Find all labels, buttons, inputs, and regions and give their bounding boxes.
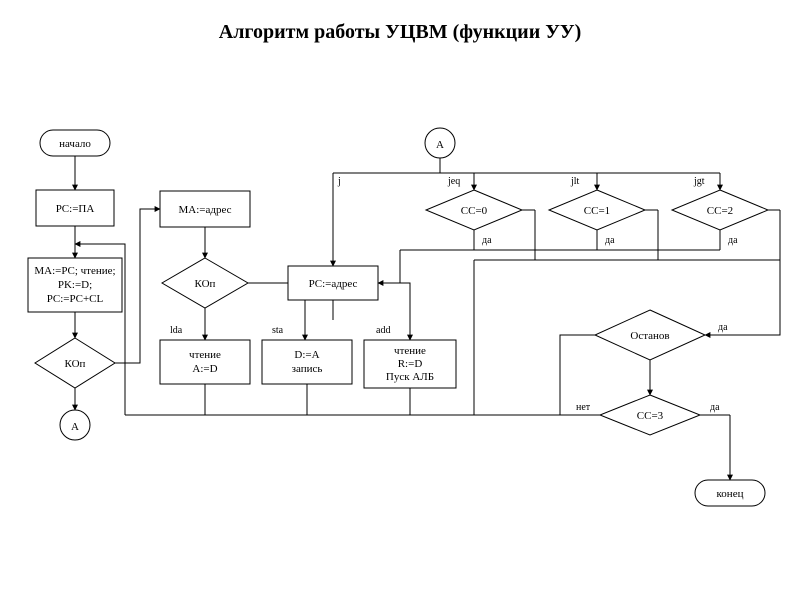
svg-text:Останов: Останов — [630, 330, 669, 342]
svg-text:D:=A: D:=A — [294, 349, 319, 361]
svg-text:КОп: КОп — [195, 278, 216, 290]
node-ma-addr: MA:=адрес — [160, 191, 250, 227]
node-lda: чтение A:=D — [160, 340, 250, 384]
node-cc2: CC=2 — [672, 190, 768, 230]
svg-text:А: А — [436, 139, 444, 151]
node-ma-pc: MA:=PC; чтение; PK:=D; PC:=PC+CL — [28, 258, 122, 312]
label-da: да — [718, 322, 728, 333]
svg-text:CC=1: CC=1 — [584, 205, 610, 217]
node-add: чтение R:=D Пуск АЛБ — [364, 340, 456, 388]
svg-text:Пуск АЛБ: Пуск АЛБ — [386, 371, 434, 383]
node-end: конец — [695, 480, 765, 506]
connector-a1: А — [60, 410, 90, 440]
node-kop2: КОп — [162, 258, 248, 308]
label-da: да — [728, 235, 738, 246]
node-halt: Останов — [595, 310, 705, 360]
svg-text:MA:=адрес: MA:=адрес — [178, 204, 231, 216]
node-kop1: КОп — [35, 338, 115, 388]
edge — [705, 260, 780, 335]
node-pc-addr: PC:=адрес — [288, 266, 378, 300]
label-jlt: jlt — [570, 176, 580, 187]
svg-text:PC:=PC+CL: PC:=PC+CL — [47, 293, 104, 305]
svg-text:PC:=адрес: PC:=адрес — [309, 278, 358, 290]
svg-text:чтение: чтение — [394, 345, 426, 357]
node-start: начало — [40, 130, 110, 156]
svg-text:A:=D: A:=D — [192, 363, 217, 375]
svg-text:PC:=ПА: PC:=ПА — [56, 203, 95, 215]
label-jgt: jgt — [693, 176, 705, 187]
svg-text:PK:=D;: PK:=D; — [58, 279, 92, 291]
svg-text:начало: начало — [59, 138, 91, 150]
label-j: j — [337, 176, 341, 187]
label-da: да — [482, 235, 492, 246]
node-cc1: CC=1 — [549, 190, 645, 230]
label-da: да — [605, 235, 615, 246]
node-cc3: CC=3 — [600, 395, 700, 435]
label-lda: lda — [170, 325, 183, 336]
svg-text:CC=3: CC=3 — [637, 410, 664, 422]
label-sta: sta — [272, 325, 284, 336]
svg-text:R:=D: R:=D — [398, 358, 423, 370]
svg-text:CC=0: CC=0 — [461, 205, 488, 217]
node-cc0: CC=0 — [426, 190, 522, 230]
node-sta: D:=A запись — [262, 340, 352, 384]
edge — [378, 250, 400, 283]
svg-text:конец: конец — [717, 488, 744, 500]
svg-text:чтение: чтение — [189, 349, 221, 361]
svg-text:КОп: КОп — [65, 358, 86, 370]
connector-a2: А — [425, 128, 455, 158]
svg-text:MA:=PC; чтение;: MA:=PC; чтение; — [34, 265, 115, 277]
svg-text:запись: запись — [292, 363, 323, 375]
label-jeq: jeq — [447, 176, 460, 187]
svg-text:А: А — [71, 421, 79, 433]
label-add: add — [376, 325, 390, 336]
label-da: да — [710, 402, 720, 413]
page-title: Алгоритм работы УЦВМ (функции УУ) — [219, 21, 581, 43]
flowchart: Алгоритм работы УЦВМ (функции УУ) начало… — [0, 0, 800, 600]
node-pc-pa: PC:=ПА — [36, 190, 114, 226]
svg-text:CC=2: CC=2 — [707, 205, 733, 217]
label-net: нет — [576, 402, 591, 413]
